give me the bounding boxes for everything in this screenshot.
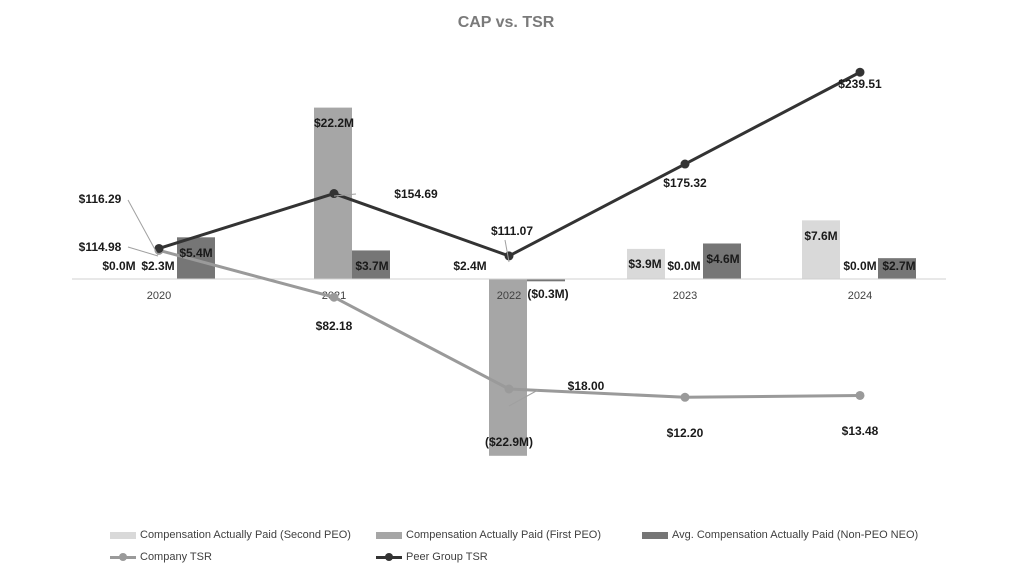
legend: Compensation Actually Paid (Second PEO) … (0, 524, 1012, 570)
marker-peer-group-tsr-2024 (855, 67, 865, 77)
data-label-avg-compensation-actually-paid-non-peo-neo-2020: $5.4M (179, 246, 212, 260)
marker-peer-group-tsr-2020 (154, 243, 164, 253)
marker-company-tsr-2023 (680, 392, 690, 402)
legend-label-peer-group-tsr: Peer Group TSR (406, 551, 488, 563)
marker-peer-group-tsr-2023 (680, 159, 690, 169)
bar-avg-compensation-actually-paid-non-peo-neo-2024 (878, 258, 916, 279)
legend-swatch-peer-group-tsr (376, 552, 402, 561)
marker-company-tsr-2024 (855, 390, 865, 400)
data-label-avg-compensation-actually-paid-non-peo-neo-2023: $4.6M (706, 252, 739, 266)
marker-peer-group-tsr-2021 (329, 189, 339, 199)
x-tick-label-2020: 2020 (147, 290, 171, 302)
bar-compensation-actually-paid-first-peo-2022 (489, 279, 527, 456)
bar-compensation-actually-paid-second-peo-2024 (802, 220, 840, 279)
data-label-peer-group-tsr-2021: $154.69 (394, 187, 438, 201)
legend-label-company-tsr: Company TSR (140, 551, 212, 563)
data-label-avg-compensation-actually-paid-non-peo-neo-2021: $3.7M (355, 259, 388, 273)
bar-compensation-actually-paid-second-peo-2023 (627, 248, 665, 279)
data-label-compensation-actually-paid-first-peo-2021: $22.2M (314, 116, 354, 130)
leader-line-4 (508, 389, 539, 407)
leader-line-2 (127, 246, 159, 257)
data-label-peer-group-tsr-2022: $111.07 (491, 224, 533, 238)
data-label-company-tsr-2023: $12.20 (667, 426, 704, 440)
leader-line-1 (127, 199, 159, 256)
data-label-compensation-actually-paid-second-peo-2023: $3.9M (628, 257, 661, 271)
marker-company-tsr-2021 (329, 292, 339, 302)
data-label-company-tsr-2022: $18.00 (568, 379, 605, 393)
data-label-company-tsr-2024: $13.48 (842, 424, 879, 438)
data-label-peer-group-tsr-2024: $239.51 (838, 77, 882, 91)
marker-peer-group-tsr-2022 (504, 251, 514, 261)
data-label-peer-group-tsr-2020: $116.29 (79, 192, 122, 206)
bar-avg-compensation-actually-paid-non-peo-neo-2023 (703, 243, 741, 279)
legend-swatch-company-tsr (110, 552, 136, 561)
data-label-extra-1: $2.3M (141, 259, 174, 273)
legend-item-second-peo: Compensation Actually Paid (Second PEO) (110, 526, 351, 544)
legend-item-company-tsr: Company TSR (110, 548, 212, 566)
legend-item-non-peo-neo: Avg. Compensation Actually Paid (Non-PEO… (642, 526, 918, 544)
data-label-compensation-actually-paid-first-peo-2022: ($22.9M) (485, 435, 533, 449)
legend-swatch-second-peo (110, 531, 136, 539)
bar-avg-compensation-actually-paid-non-peo-neo-2022 (527, 279, 565, 282)
legend-item-peer-group-tsr: Peer Group TSR (376, 548, 488, 566)
data-label-compensation-actually-paid-first-peo-2020: $0.0M (102, 259, 135, 273)
chart-title: CAP vs. TSR (458, 14, 555, 31)
legend-item-first-peo: Compensation Actually Paid (First PEO) (376, 526, 601, 544)
legend-label-non-peo-neo: Avg. Compensation Actually Paid (Non-PEO… (672, 529, 919, 541)
marker-company-tsr-2022 (504, 384, 514, 394)
leader-line-5 (504, 239, 510, 263)
x-tick-label-2022: 2022 (497, 290, 521, 302)
data-label-company-tsr-2020: $114.98 (79, 240, 122, 254)
x-tick-label-2024: 2024 (848, 290, 872, 302)
data-label-compensation-actually-paid-first-peo-2024: $0.0M (843, 259, 876, 273)
legend-label-first-peo: Compensation Actually Paid (First PEO) (406, 529, 602, 541)
data-label-peer-group-tsr-2023: $175.32 (663, 176, 707, 190)
legend-swatch-non-peo-neo (642, 531, 668, 539)
data-label-avg-compensation-actually-paid-non-peo-neo-2024: $2.7M (882, 259, 915, 273)
data-label-avg-compensation-actually-paid-non-peo-neo-2022: ($0.3M) (527, 287, 568, 301)
legend-swatch-first-peo (376, 531, 402, 539)
data-label-compensation-actually-paid-first-peo-2023: $0.0M (667, 259, 700, 273)
bar-avg-compensation-actually-paid-non-peo-neo-2021 (352, 250, 390, 279)
data-label-company-tsr-2021: $82.18 (316, 319, 353, 333)
leader-line-3 (333, 193, 357, 197)
data-label-compensation-actually-paid-second-peo-2024: $7.6M (804, 229, 837, 243)
data-label-extra-2: $2.4M (453, 259, 486, 273)
legend-label-second-peo: Compensation Actually Paid (Second PEO) (140, 529, 351, 541)
x-tick-label-2023: 2023 (673, 290, 697, 302)
